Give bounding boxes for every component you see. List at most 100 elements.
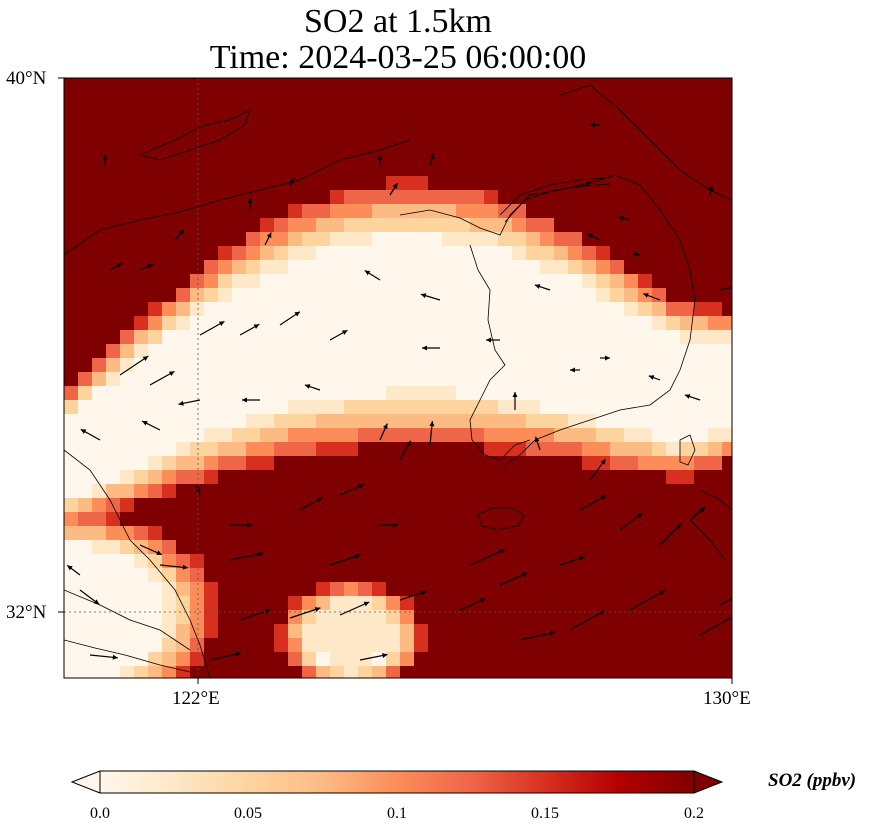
so2-cell: [582, 652, 597, 667]
wind-arrow-shaft: [469, 549, 505, 566]
so2-cell: [526, 176, 541, 191]
so2-cell: [78, 512, 93, 527]
so2-cell: [470, 190, 485, 205]
so2-cell: [624, 330, 639, 345]
so2-cell: [568, 92, 583, 107]
so2-cell: [680, 78, 695, 93]
so2-cell: [92, 484, 107, 499]
so2-cell: [456, 638, 471, 653]
so2-cell: [134, 190, 149, 205]
so2-cell: [708, 204, 723, 219]
so2-cell: [288, 624, 303, 639]
so2-cell: [638, 92, 653, 107]
so2-cell: [120, 232, 135, 247]
so2-cell: [722, 260, 732, 275]
so2-cell: [162, 260, 177, 275]
so2-cell: [414, 330, 429, 345]
so2-cell: [162, 414, 177, 429]
so2-cell: [204, 288, 219, 303]
so2-cell: [260, 218, 275, 233]
so2-cell: [484, 176, 499, 191]
so2-cell: [148, 330, 163, 345]
so2-cell: [204, 554, 219, 569]
so2-cell: [414, 554, 429, 569]
so2-cell: [316, 456, 331, 471]
so2-cell: [638, 624, 653, 639]
so2-cell: [498, 442, 513, 457]
so2-cell: [274, 176, 289, 191]
so2-cell: [470, 456, 485, 471]
so2-cell: [134, 134, 149, 149]
so2-cell: [386, 442, 401, 457]
so2-cell: [106, 302, 121, 317]
so2-cell: [442, 540, 457, 555]
so2-cell: [176, 526, 191, 541]
so2-cell: [386, 554, 401, 569]
so2-cell: [274, 260, 289, 275]
so2-cell: [92, 442, 107, 457]
so2-cell: [498, 470, 513, 485]
so2-cell: [610, 358, 625, 373]
so2-cell: [722, 582, 732, 597]
so2-cell: [624, 288, 639, 303]
so2-cell: [526, 330, 541, 345]
so2-cell: [106, 78, 121, 93]
so2-cell: [344, 316, 359, 331]
so2-cell: [414, 442, 429, 457]
so2-cell: [470, 344, 485, 359]
so2-cell: [176, 330, 191, 345]
so2-cell: [624, 582, 639, 597]
so2-cell: [358, 274, 373, 289]
so2-cell: [722, 162, 732, 177]
so2-cell: [442, 400, 457, 415]
so2-cell: [638, 540, 653, 555]
so2-cell: [372, 442, 387, 457]
so2-cell: [498, 624, 513, 639]
so2-cell: [498, 666, 513, 678]
so2-cell: [92, 428, 107, 443]
so2-cell: [456, 498, 471, 513]
so2-cell: [624, 204, 639, 219]
so2-cell: [582, 302, 597, 317]
so2-cell: [372, 666, 387, 678]
so2-cell: [540, 596, 555, 611]
so2-cell: [512, 120, 527, 135]
so2-cell: [218, 190, 233, 205]
so2-cell: [526, 372, 541, 387]
so2-cell: [456, 582, 471, 597]
colorbar-label: SO2 (ppbv): [768, 770, 857, 791]
so2-cell: [484, 204, 499, 219]
so2-cell: [638, 470, 653, 485]
so2-cell: [610, 400, 625, 415]
so2-cell: [498, 330, 513, 345]
so2-cell: [92, 120, 107, 135]
so2-cell: [120, 78, 135, 93]
so2-cell: [652, 554, 667, 569]
so2-cell: [526, 666, 541, 678]
so2-cell: [106, 470, 121, 485]
so2-cell: [218, 372, 233, 387]
so2-cell: [512, 162, 527, 177]
so2-cell: [372, 344, 387, 359]
so2-cell: [400, 610, 415, 625]
so2-cell: [288, 652, 303, 667]
so2-cell: [316, 316, 331, 331]
so2-cell: [330, 120, 345, 135]
so2-cell: [246, 540, 261, 555]
so2-cell: [386, 92, 401, 107]
so2-cell: [638, 652, 653, 667]
so2-cell: [512, 204, 527, 219]
so2-cell: [162, 92, 177, 107]
so2-cell: [162, 176, 177, 191]
so2-cell: [302, 638, 317, 653]
so2-cell: [680, 582, 695, 597]
wind-arrow-head: [429, 421, 435, 427]
so2-cell: [540, 92, 555, 107]
so2-cell: [386, 638, 401, 653]
so2-cell: [694, 568, 709, 583]
so2-cell: [680, 358, 695, 373]
so2-cell: [372, 302, 387, 317]
so2-cell: [568, 372, 583, 387]
so2-cell: [288, 498, 303, 513]
so2-cell: [134, 302, 149, 317]
